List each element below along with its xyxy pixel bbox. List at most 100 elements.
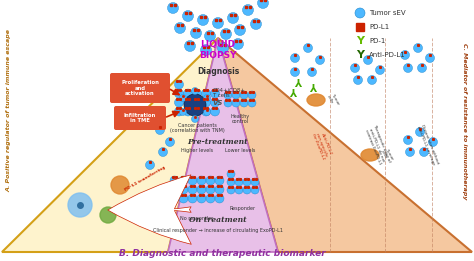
- Circle shape: [174, 98, 183, 107]
- Circle shape: [179, 176, 188, 185]
- Text: LIQUID
BIOPSY: LIQUID BIOPSY: [199, 40, 237, 60]
- Circle shape: [206, 176, 215, 185]
- Circle shape: [426, 54, 435, 62]
- Text: PD-1: PD-1: [369, 38, 385, 44]
- Circle shape: [179, 194, 188, 203]
- Polygon shape: [2, 38, 218, 252]
- Circle shape: [201, 44, 211, 56]
- Text: Anti-PD-L1
non-specific
for ExoPD-L1: Anti-PD-L1 non-specific for ExoPD-L1: [310, 129, 333, 161]
- Circle shape: [257, 0, 268, 9]
- Circle shape: [201, 89, 210, 98]
- Circle shape: [235, 186, 243, 194]
- Text: Y: Y: [311, 80, 319, 90]
- Circle shape: [206, 194, 215, 203]
- Circle shape: [303, 44, 312, 52]
- Circle shape: [235, 178, 243, 186]
- Circle shape: [170, 194, 179, 203]
- Circle shape: [179, 185, 188, 194]
- Text: Higher levels: Higher levels: [181, 148, 213, 153]
- Circle shape: [364, 56, 373, 64]
- Circle shape: [413, 44, 422, 52]
- FancyBboxPatch shape: [114, 106, 166, 130]
- Circle shape: [191, 27, 201, 39]
- Circle shape: [308, 68, 317, 76]
- Circle shape: [250, 19, 262, 29]
- Circle shape: [201, 107, 210, 116]
- Circle shape: [188, 176, 197, 185]
- Circle shape: [215, 176, 224, 185]
- Text: Responder: Responder: [230, 206, 256, 211]
- Circle shape: [251, 186, 259, 194]
- Text: C. Mediator of resistance to immunotherapy: C. Mediator of resistance to immunothera…: [463, 43, 467, 199]
- Circle shape: [204, 109, 210, 116]
- Text: Y: Y: [356, 50, 364, 60]
- Circle shape: [191, 87, 199, 94]
- Circle shape: [191, 116, 199, 122]
- Text: Pre-treatment: Pre-treatment: [188, 138, 248, 146]
- Circle shape: [167, 3, 179, 14]
- Text: Proliferation
and
activation: Proliferation and activation: [121, 80, 159, 96]
- Text: Distant sites without
anti-PD-L1 coverage: Distant sites without anti-PD-L1 coverag…: [416, 124, 440, 166]
- Circle shape: [403, 63, 412, 73]
- Circle shape: [201, 98, 210, 107]
- Circle shape: [227, 178, 235, 186]
- Polygon shape: [218, 38, 472, 252]
- Circle shape: [182, 10, 193, 21]
- Text: Healthy
control: Healthy control: [230, 114, 250, 124]
- Circle shape: [198, 15, 209, 26]
- Circle shape: [197, 176, 206, 185]
- Circle shape: [403, 135, 412, 145]
- Circle shape: [350, 63, 359, 73]
- Text: Tumor sEV: Tumor sEV: [369, 10, 406, 16]
- Circle shape: [188, 194, 197, 203]
- Text: Tumor
cells: Tumor cells: [380, 147, 394, 163]
- Circle shape: [68, 193, 92, 217]
- Circle shape: [165, 138, 174, 146]
- Circle shape: [227, 186, 235, 194]
- Circle shape: [224, 99, 232, 107]
- Text: Diagnosis: Diagnosis: [197, 68, 239, 76]
- Circle shape: [240, 99, 248, 107]
- Circle shape: [158, 147, 167, 157]
- Circle shape: [197, 185, 206, 194]
- Circle shape: [218, 43, 228, 54]
- Text: CD4+/CD8+
T cells: CD4+/CD8+ T cells: [213, 88, 246, 98]
- Circle shape: [192, 98, 201, 107]
- Circle shape: [224, 91, 232, 99]
- Circle shape: [375, 66, 384, 74]
- Text: Clinical responder → increase of circulating ExoPD-L1: Clinical responder → increase of circula…: [153, 228, 283, 233]
- Text: PD-L1 transferring: PD-L1 transferring: [124, 166, 166, 192]
- Text: Tumor
cells: Tumor cells: [326, 92, 340, 108]
- Circle shape: [243, 178, 251, 186]
- Circle shape: [174, 22, 185, 33]
- Circle shape: [183, 89, 192, 98]
- Circle shape: [405, 147, 414, 157]
- Circle shape: [227, 170, 235, 178]
- Bar: [356, 23, 364, 31]
- Circle shape: [419, 147, 428, 157]
- Circle shape: [210, 98, 219, 107]
- Text: A. Positive regulator of tumor immune escape: A. Positive regulator of tumor immune es…: [7, 29, 11, 193]
- Circle shape: [170, 176, 179, 185]
- Circle shape: [183, 107, 192, 116]
- Circle shape: [418, 63, 427, 73]
- Circle shape: [188, 185, 197, 194]
- Circle shape: [184, 94, 206, 116]
- Circle shape: [355, 8, 365, 18]
- Circle shape: [416, 128, 425, 137]
- Text: Lower levels: Lower levels: [225, 148, 255, 153]
- Circle shape: [401, 50, 410, 60]
- Circle shape: [204, 31, 216, 41]
- Circle shape: [212, 17, 224, 28]
- Text: Anti-PD-L1: Anti-PD-L1: [369, 52, 406, 58]
- Text: Y: Y: [356, 36, 364, 46]
- Circle shape: [179, 109, 186, 116]
- Circle shape: [367, 75, 376, 85]
- Circle shape: [174, 89, 183, 98]
- Circle shape: [291, 54, 300, 62]
- Text: Y: Y: [292, 85, 299, 95]
- Ellipse shape: [361, 149, 379, 161]
- Circle shape: [197, 194, 206, 203]
- Text: PD-L1: PD-L1: [369, 24, 389, 30]
- Text: VS: VS: [213, 100, 223, 106]
